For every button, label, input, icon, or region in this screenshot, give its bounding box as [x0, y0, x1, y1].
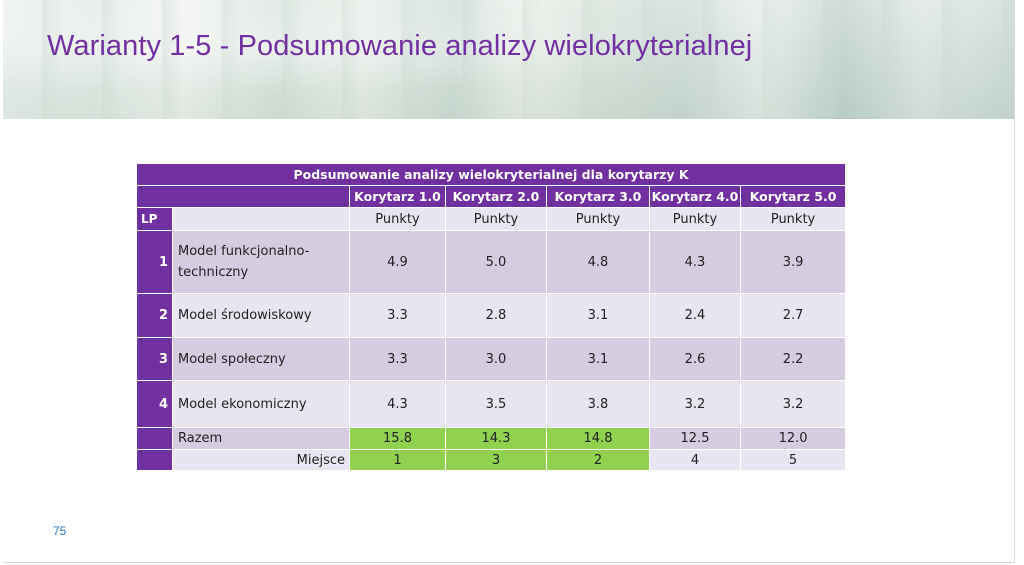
score-cell: 2.8: [445, 293, 547, 338]
unit-label: Punkty: [445, 207, 547, 231]
score-cell: 3.8: [546, 380, 650, 428]
model-name: Model funkcjonalno-techniczny: [172, 230, 350, 294]
score-cell: 3.2: [649, 380, 741, 428]
model-name: Model środowiskowy: [172, 293, 350, 338]
lp-header: LP: [136, 207, 173, 231]
score-cell: 3.2: [739, 380, 847, 428]
rank-cell: 3: [445, 449, 547, 471]
corridor-header: Korytarz 5.0: [739, 185, 847, 208]
table-title: Podsumowanie analizy wielokryterialnej d…: [135, 163, 847, 186]
total-label: Razem: [172, 427, 350, 450]
unit-label: Punkty: [739, 207, 847, 231]
page-title: Warianty 1-5 - Podsumowanie analizy wiel…: [47, 30, 753, 62]
score-cell: 3.3: [349, 337, 446, 381]
corridor-header: Korytarz 4.0: [649, 185, 741, 208]
score-cell: 2.7: [739, 293, 847, 338]
total-row: Razem 15.8 14.3 14.8 12.5 12.0: [136, 427, 847, 450]
corridor-header: Korytarz 3.0: [546, 185, 650, 208]
corridor-header: Korytarz 1.0: [349, 185, 446, 208]
score-cell: 3.1: [546, 293, 650, 338]
total-cell: 14.3: [445, 427, 547, 450]
subheader-blank-cell: [172, 207, 350, 231]
score-cell: 4.8: [546, 230, 650, 294]
table-row: 1 Model funkcjonalno-techniczny 4.9 5.0 …: [136, 230, 847, 294]
header-blank-cell: [136, 185, 350, 208]
score-cell: 4.9: [349, 230, 446, 294]
table-row: 4 Model ekonomiczny 4.3 3.5 3.8 3.2 3.2: [136, 380, 847, 428]
model-name: Model ekonomiczny: [172, 380, 350, 428]
unit-label: Punkty: [649, 207, 741, 231]
score-cell: 3.9: [739, 230, 847, 294]
row-number: 3: [136, 337, 173, 381]
score-cell: 2.2: [739, 337, 847, 381]
table-row: 2 Model środowiskowy 3.3 2.8 3.1 2.4 2.7: [136, 293, 847, 338]
row-number-blank: [136, 449, 173, 471]
rank-cell: 5: [739, 449, 847, 471]
header-banner-image: [3, 0, 1014, 119]
score-cell: 3.5: [445, 380, 547, 428]
score-cell: 4.3: [349, 380, 446, 428]
total-cell: 15.8: [349, 427, 446, 450]
page-number: 75: [53, 524, 67, 538]
rank-cell: 2: [546, 449, 650, 471]
score-cell: 3.1: [546, 337, 650, 381]
rank-cell: 4: [649, 449, 741, 471]
score-cell: 2.4: [649, 293, 741, 338]
row-number: 4: [136, 380, 173, 428]
score-cell: 2.6: [649, 337, 741, 381]
corridor-header: Korytarz 2.0: [445, 185, 547, 208]
rank-row: Miejsce 1 3 2 4 5: [136, 449, 847, 471]
total-cell: 12.0: [739, 427, 847, 450]
total-cell: 12.5: [649, 427, 741, 450]
row-number-blank: [136, 427, 173, 450]
table-row: 3 Model społeczny 3.3 3.0 3.1 2.6 2.2: [136, 337, 847, 381]
row-number: 2: [136, 293, 173, 338]
score-cell: 3.3: [349, 293, 446, 338]
unit-label: Punkty: [349, 207, 446, 231]
model-name: Model społeczny: [172, 337, 350, 381]
score-cell: 4.3: [649, 230, 741, 294]
rank-label: Miejsce: [172, 449, 350, 471]
rank-cell: 1: [349, 449, 446, 471]
unit-label: Punkty: [546, 207, 650, 231]
score-cell: 5.0: [445, 230, 547, 294]
total-cell: 14.8: [546, 427, 650, 450]
row-number: 1: [136, 230, 173, 294]
score-cell: 3.0: [445, 337, 547, 381]
summary-table: Podsumowanie analizy wielokryterialnej d…: [135, 163, 847, 471]
